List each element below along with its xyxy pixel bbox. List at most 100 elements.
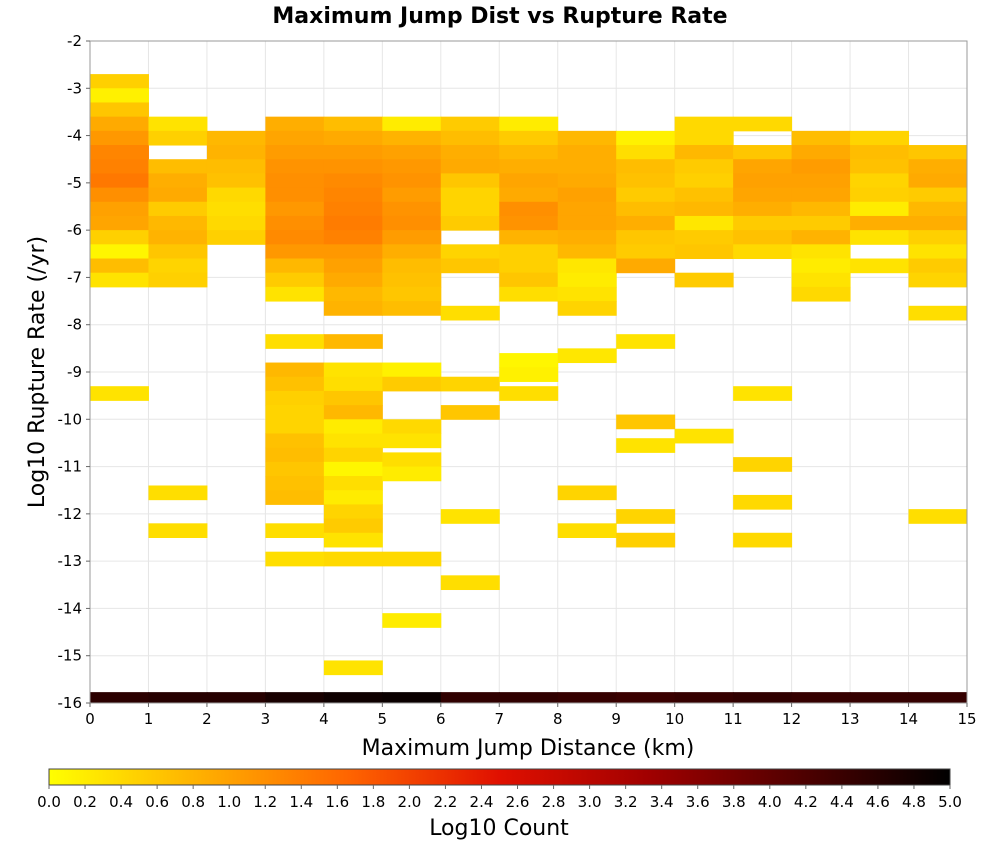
colorbar (48, 768, 951, 786)
heatmap-cell (265, 230, 325, 245)
heatmap-cell (265, 145, 325, 160)
heatmap-cell (733, 201, 793, 217)
heatmap-cell (908, 201, 968, 217)
heatmap-cell (265, 258, 325, 274)
colorbar-tick-label: 2.4 (470, 793, 494, 811)
colorbar-tick-label: 1.8 (361, 793, 385, 811)
heatmap-cell (908, 258, 968, 274)
y-tick-label: -14 (58, 599, 83, 617)
heatmap-cell (850, 130, 910, 146)
heatmap-cell (382, 130, 442, 146)
heatmap-cell (791, 145, 851, 160)
heatmap-cell (908, 244, 968, 260)
heatmap-cell (382, 419, 442, 434)
heatmap-cell (382, 613, 442, 628)
heatmap-cell (674, 187, 734, 203)
heatmap-cell (616, 532, 676, 548)
heatmap-cell-bottom-row (440, 692, 500, 703)
heatmap-cell (148, 159, 208, 174)
heatmap-cell-bottom-row (265, 692, 325, 703)
heatmap-cell-bottom-row (323, 692, 383, 703)
heatmap-cell (323, 244, 383, 260)
heatmap-cell (206, 215, 266, 231)
heatmap-cell (440, 376, 500, 392)
heatmap-cell (206, 145, 266, 160)
heatmap-cell (791, 173, 851, 189)
heatmap-cell (616, 414, 676, 430)
heatmap-cell (440, 159, 500, 174)
heatmap-cell (323, 258, 383, 274)
heatmap-cell (674, 130, 734, 146)
heatmap-cell (557, 244, 617, 260)
x-axis-label: Maximum Jump Distance (km) (362, 736, 695, 761)
heatmap-cell (323, 286, 383, 302)
heatmap-cell (908, 305, 968, 321)
heatmap-cell (557, 286, 617, 302)
heatmap-cell-bottom-row (206, 692, 266, 703)
heatmap-cell (499, 201, 559, 217)
heatmap-cell (148, 116, 208, 132)
heatmap-cell (674, 215, 734, 231)
heatmap-cell (557, 348, 617, 364)
heatmap-cell (90, 244, 149, 260)
heatmap-cell (323, 532, 383, 548)
heatmap-cell (323, 419, 383, 434)
heatmap-cell (674, 272, 734, 288)
y-tick-label: -4 (67, 127, 82, 145)
heatmap-cell (90, 173, 149, 189)
heatmap-cell (265, 215, 325, 231)
heatmap-cell (440, 145, 500, 160)
colorbar-tick-label: 5.0 (938, 793, 962, 811)
colorbar-tick-label: 1.6 (325, 793, 349, 811)
heatmap-cell (382, 173, 442, 189)
heatmap-cell (148, 272, 208, 288)
heatmap-cell (733, 159, 793, 174)
heatmap-cell (323, 201, 383, 217)
heatmap-cell-bottom-row (674, 692, 734, 703)
heatmap-cell (148, 244, 208, 260)
heatmap-cell (323, 660, 383, 676)
heatmap-cell (850, 173, 910, 189)
y-tick-label: -15 (58, 647, 83, 665)
heatmap-cell (791, 272, 851, 288)
heatmap-cell (440, 173, 500, 189)
colorbar-tick-label: 3.6 (686, 793, 710, 811)
heatmap-cell (499, 367, 559, 382)
heatmap-cell (323, 187, 383, 203)
colorbar-tick-label: 1.4 (289, 793, 313, 811)
heatmap-cell (674, 159, 734, 174)
heatmap-cell (791, 130, 851, 146)
y-tick-label: -12 (58, 505, 83, 523)
heatmap-cell (908, 509, 968, 524)
y-tick-label: -7 (67, 268, 82, 286)
heatmap-cell (499, 159, 559, 174)
heatmap-cell (323, 362, 383, 378)
heatmap-cell-bottom-row (382, 692, 442, 703)
heatmap-cell-bottom-row (850, 692, 910, 703)
heatmap-cell (90, 88, 149, 103)
heatmap-cell (206, 187, 266, 203)
heatmap-cell (382, 376, 442, 392)
heatmap-cell (616, 145, 676, 160)
heatmap-cell (557, 187, 617, 203)
heatmap-cell (90, 102, 149, 118)
heatmap-cell (148, 215, 208, 231)
heatmap-cell (557, 215, 617, 231)
x-tick-label: 8 (553, 710, 563, 728)
heatmap-cell (616, 159, 676, 174)
x-tick-label: 15 (957, 710, 976, 728)
heatmap-cell (499, 244, 559, 260)
colorbar-tick-label: 2.2 (434, 793, 458, 811)
heatmap-cell (265, 272, 325, 288)
heatmap-cell (265, 173, 325, 189)
heatmap-cell (733, 494, 793, 510)
heatmap-cell (557, 523, 617, 538)
heatmap-cell (148, 130, 208, 146)
heatmap-cell (265, 244, 325, 260)
colorbar-tick-label: 0.0 (37, 793, 61, 811)
heatmap-cell (382, 230, 442, 245)
colorbar-tick-label: 2.8 (542, 793, 566, 811)
heatmap-cell (382, 159, 442, 174)
y-tick-label: -9 (67, 363, 82, 381)
